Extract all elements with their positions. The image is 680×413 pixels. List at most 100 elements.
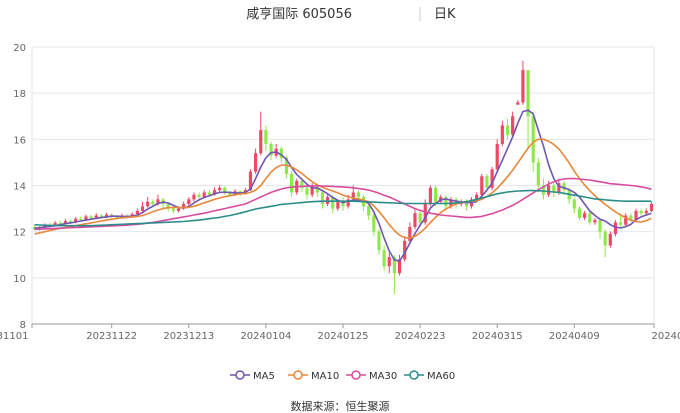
candle-body (182, 203, 186, 209)
grid (31, 46, 655, 325)
y-axis: 8 10 12 14 16 18 20 (13, 43, 26, 331)
candle-body (557, 183, 561, 193)
candle-body (511, 116, 515, 135)
candle-body (115, 216, 119, 218)
candle (624, 213, 628, 228)
candle-body (423, 203, 427, 223)
candle (403, 236, 407, 262)
candle-body (202, 192, 206, 198)
candle-body (166, 203, 170, 209)
x-tick-label: 20240315 (472, 331, 523, 342)
candle (382, 245, 386, 271)
candle-body (408, 227, 412, 241)
candle-body (531, 116, 535, 163)
candle-body (346, 199, 350, 207)
x-tick-label: 20240104 (240, 331, 291, 342)
candle-body (634, 210, 638, 221)
candle-body (331, 197, 335, 209)
candle (254, 148, 258, 174)
candle (135, 208, 139, 216)
candle-body (140, 206, 145, 211)
moving-averages (34, 109, 652, 263)
x-tick-label: 20240409 (549, 331, 600, 342)
legend-item-ma30[interactable]: MA30 (346, 370, 397, 382)
candle (583, 210, 587, 221)
legend-marker-icon (293, 370, 303, 380)
candle-body (541, 185, 546, 195)
candle-body (480, 176, 484, 195)
candle-body (588, 213, 592, 223)
legend[interactable]: MA5 MA10 MA30 MA60 (230, 370, 455, 382)
candle-body (84, 216, 88, 221)
candle-body (315, 185, 319, 193)
candle-body (649, 203, 654, 211)
legend-item-ma10[interactable]: MA10 (288, 370, 339, 382)
candle-body (572, 199, 576, 209)
candle (397, 254, 402, 276)
legend-label: MA60 (427, 371, 455, 382)
candle-body (94, 215, 98, 219)
candle-body (192, 194, 196, 200)
candle-body (547, 185, 551, 195)
candle-body (367, 206, 371, 216)
candle (603, 229, 607, 258)
candle (588, 210, 592, 225)
candle-body (53, 222, 57, 226)
candle (511, 111, 515, 138)
legend-item-ma5[interactable]: MA5 (230, 370, 275, 382)
candle (43, 223, 47, 229)
candle (361, 194, 366, 211)
candle-body (305, 187, 309, 195)
candle-body (310, 185, 314, 195)
candle-body (382, 250, 386, 267)
x-tick-label: 20231122 (86, 331, 137, 342)
candle-body (403, 240, 407, 260)
legend-marker-icon (351, 370, 361, 380)
x-tick-label: 20240223 (395, 331, 446, 342)
candle (151, 199, 155, 207)
candles (32, 60, 654, 294)
candle-body (68, 221, 73, 223)
candle-body (475, 194, 479, 200)
candle-body (79, 218, 83, 221)
candle-body (104, 214, 109, 218)
candle-body (392, 257, 396, 274)
candle-body (151, 201, 155, 204)
candle-body (397, 259, 402, 274)
candle (639, 208, 643, 216)
candle-body (624, 215, 628, 225)
x-tick-label: 20231213 (163, 331, 214, 342)
candle-body (516, 102, 520, 105)
candle-body (577, 208, 582, 218)
candle (608, 231, 612, 248)
candle (377, 229, 381, 255)
candle (413, 208, 417, 230)
candle (305, 185, 309, 200)
ma-line-ma5 (34, 109, 652, 263)
ma-line-ma60 (34, 189, 652, 227)
candle-body (32, 227, 37, 230)
candle-body (464, 201, 468, 207)
candle (500, 120, 504, 147)
candle-body (63, 221, 68, 224)
candle-body (290, 173, 294, 193)
candle (613, 220, 618, 237)
y-tick-label: 20 (13, 43, 26, 54)
legend-label: MA10 (311, 371, 339, 382)
y-tick-label: 10 (13, 274, 26, 285)
candle-body (341, 201, 345, 207)
legend-item-ma60[interactable]: MA60 (404, 370, 455, 382)
candle-body (74, 218, 78, 223)
candle (187, 197, 191, 206)
candle-body (228, 192, 232, 195)
candle (192, 192, 196, 202)
stock-title: 咸亨国际 605056 (246, 6, 352, 22)
x-tick-label: 20240429 (652, 331, 680, 342)
candle-body (562, 183, 566, 191)
candle (259, 111, 263, 156)
candle (480, 173, 484, 198)
candle (161, 197, 165, 209)
candle (341, 197, 345, 211)
candle-body (99, 215, 103, 218)
